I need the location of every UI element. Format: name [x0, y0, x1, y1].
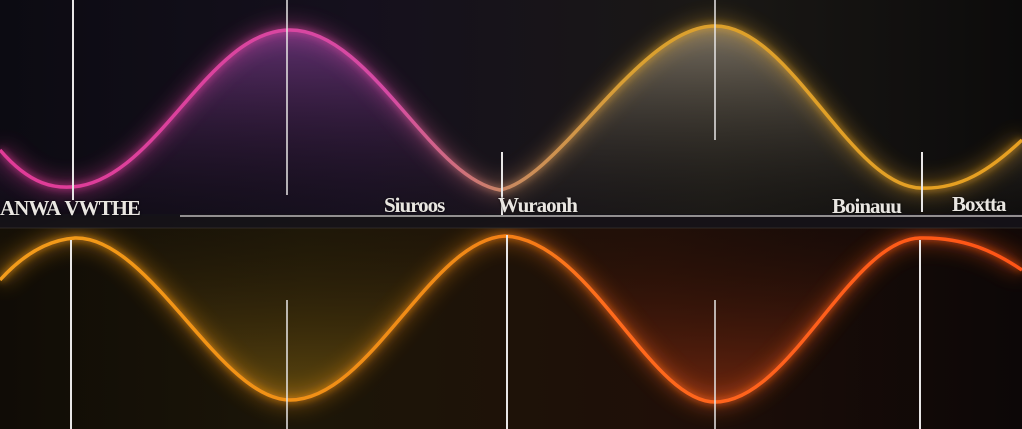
lower-wave-fill-left [0, 216, 505, 400]
wave-label-right-first: Boinauu [832, 194, 902, 218]
wave-label-center-first: Siuroos [384, 193, 445, 217]
lower-wave-line [0, 234, 1022, 404]
wave-label-right-second: Boxtta [952, 192, 1006, 216]
divider-band [0, 214, 1022, 228]
lower-wave-fill-right [505, 216, 1022, 402]
upper-wave-fill-right [500, 26, 1022, 216]
wave-label-center-second: Wuraonh [498, 193, 578, 217]
wave-label-left: ANWA VWTHE [0, 196, 141, 220]
upper-wave-line [0, 24, 1022, 192]
